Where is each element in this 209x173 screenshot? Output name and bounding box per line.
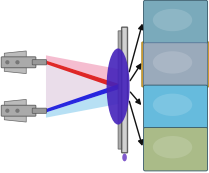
FancyBboxPatch shape (144, 43, 208, 86)
Polygon shape (4, 99, 26, 106)
Circle shape (16, 62, 19, 64)
FancyBboxPatch shape (32, 108, 47, 113)
Circle shape (6, 109, 9, 111)
Circle shape (16, 61, 19, 63)
Polygon shape (4, 51, 26, 58)
Polygon shape (46, 89, 119, 118)
FancyBboxPatch shape (32, 60, 47, 65)
Circle shape (16, 110, 19, 112)
FancyBboxPatch shape (118, 31, 123, 149)
Ellipse shape (153, 51, 192, 74)
FancyBboxPatch shape (1, 57, 36, 68)
Polygon shape (46, 84, 119, 112)
Ellipse shape (122, 154, 127, 161)
Ellipse shape (107, 48, 130, 125)
Circle shape (6, 61, 9, 63)
FancyBboxPatch shape (142, 42, 209, 87)
FancyBboxPatch shape (1, 105, 36, 116)
FancyBboxPatch shape (144, 128, 208, 171)
Polygon shape (46, 64, 119, 109)
FancyBboxPatch shape (122, 27, 127, 153)
Ellipse shape (153, 9, 192, 31)
Circle shape (6, 62, 9, 64)
Circle shape (16, 109, 19, 111)
FancyBboxPatch shape (144, 0, 208, 44)
Polygon shape (4, 116, 26, 122)
Polygon shape (4, 67, 26, 74)
Ellipse shape (153, 94, 192, 116)
FancyBboxPatch shape (144, 85, 208, 129)
Polygon shape (46, 61, 119, 89)
Polygon shape (46, 55, 119, 84)
Ellipse shape (153, 136, 192, 158)
Circle shape (6, 110, 9, 112)
